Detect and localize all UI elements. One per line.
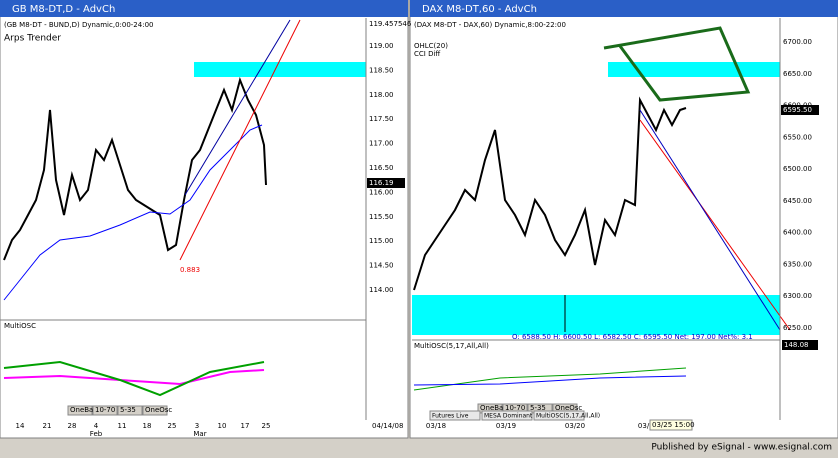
x-label: 3 bbox=[195, 422, 199, 430]
price-label: 119.00 bbox=[369, 42, 394, 50]
price-label: 6650.00 bbox=[783, 70, 812, 78]
trender bbox=[3, 124, 263, 301]
osc-line bbox=[3, 369, 265, 386]
x-label: 18 bbox=[143, 422, 152, 430]
window-title: GB M8-DT,D - AdvCh bbox=[12, 4, 115, 15]
x-label: 25 bbox=[262, 422, 271, 430]
channel bbox=[639, 119, 791, 331]
price-label: 116.00 bbox=[369, 188, 394, 196]
osc-button-label[interactable]: 10-70 bbox=[95, 406, 115, 414]
zone bbox=[412, 295, 780, 335]
price-label: 6250.00 bbox=[783, 324, 812, 332]
header: (GB M8-DT - BUND,D) Dynamic,0:00-24:00 bbox=[4, 21, 153, 29]
osc-label: MultiOSC bbox=[4, 322, 36, 330]
date-label: 04/14/08 bbox=[372, 422, 403, 430]
osc-button-label[interactable]: OneOsc bbox=[145, 406, 172, 414]
osc-button-label[interactable]: OneOsc bbox=[555, 404, 582, 412]
channel bbox=[184, 19, 291, 196]
current-price-box bbox=[367, 178, 405, 188]
channel bbox=[639, 109, 781, 331]
osc-button-label[interactable]: 10-70 bbox=[505, 404, 525, 412]
price-label: 6500.00 bbox=[783, 165, 812, 173]
study-label: CCI Diff bbox=[414, 50, 440, 58]
price-label: 6400.00 bbox=[783, 229, 812, 237]
osc-line bbox=[3, 360, 265, 397]
osc-button-label[interactable]: OneBand bbox=[70, 406, 102, 414]
header: (DAX M8-DT - DAX,60) Dynamic,8:00-22:00 bbox=[414, 21, 566, 29]
price-label: 117.00 bbox=[369, 140, 394, 148]
price-bars bbox=[413, 96, 687, 291]
price-label: 119.457546 bbox=[369, 20, 412, 28]
tab[interactable] bbox=[429, 410, 481, 421]
osc-button-label[interactable]: OneBand bbox=[480, 404, 512, 412]
price-label: 116.50 bbox=[369, 164, 394, 172]
month-label: Mar bbox=[193, 430, 206, 438]
cursor-time: 03/25 15:00 bbox=[652, 421, 695, 429]
osc-line bbox=[413, 375, 687, 386]
price-label: 6700.00 bbox=[783, 38, 812, 46]
drawing bbox=[603, 26, 751, 102]
osc-button-label[interactable]: 5-35 bbox=[530, 404, 546, 412]
osc-label: MultiOSC(5,17,All,All) bbox=[414, 342, 489, 350]
window-title: DAX M8-DT,60 - AdvCh bbox=[422, 4, 537, 15]
osc-button[interactable] bbox=[67, 405, 93, 416]
current-price: 6595.50 bbox=[783, 106, 812, 114]
price-label: 114.00 bbox=[369, 286, 394, 294]
ohlc-info: O: 6588.50 H: 6600.50 L: 6582.50 C: 6595… bbox=[512, 333, 753, 341]
osc-button[interactable] bbox=[117, 405, 143, 416]
price-label: 6300.00 bbox=[783, 292, 812, 300]
x-label: 10 bbox=[218, 422, 227, 430]
osc-button-label[interactable]: 5-35 bbox=[120, 406, 136, 414]
price-label: 118.50 bbox=[369, 66, 394, 74]
zone bbox=[194, 62, 366, 77]
channel bbox=[179, 19, 301, 261]
current-price-box bbox=[781, 105, 819, 115]
x-label: 11 bbox=[118, 422, 127, 430]
price-label: 6350.00 bbox=[783, 260, 812, 268]
tab[interactable] bbox=[481, 410, 533, 421]
month-label: Feb bbox=[90, 430, 103, 438]
title-bar bbox=[0, 0, 408, 17]
x-label: 14 bbox=[16, 422, 25, 430]
price-label: 114.50 bbox=[369, 262, 394, 270]
x-label: 03/19 bbox=[496, 422, 516, 430]
x-label: 4 bbox=[94, 422, 99, 430]
price-label: 6550.00 bbox=[783, 133, 812, 141]
x-label: 03/25 bbox=[638, 422, 658, 430]
price-label: 115.00 bbox=[369, 237, 394, 245]
study-label: Arps Trender bbox=[4, 34, 61, 44]
x-label: 03/20 bbox=[565, 422, 585, 430]
current-price: 116.19 bbox=[369, 179, 394, 187]
footer: Published by eSignal - www.esignal.com bbox=[651, 443, 832, 453]
osc-button[interactable] bbox=[142, 405, 168, 416]
x-label: 28 bbox=[68, 422, 77, 430]
tab-label[interactable]: MESA Dominant Cycle(E) bbox=[484, 413, 559, 420]
x-label: 25 bbox=[168, 422, 177, 430]
price-label: 115.50 bbox=[369, 213, 394, 221]
study-label: OHLC(20) bbox=[414, 42, 448, 50]
tab[interactable] bbox=[533, 410, 585, 421]
tab-label[interactable]: MultiOSC(5,17,All,All) bbox=[536, 413, 600, 420]
price-label: 118.00 bbox=[369, 91, 394, 99]
x-label: 21 bbox=[43, 422, 52, 430]
osc-value: 148.08 bbox=[784, 341, 809, 349]
tab-label[interactable]: Futures Live bbox=[432, 413, 469, 420]
x-label: 03/18 bbox=[426, 422, 446, 430]
x-label: 17 bbox=[241, 422, 250, 430]
price-bars bbox=[3, 76, 267, 261]
price-label: 6450.00 bbox=[783, 197, 812, 205]
annotation: 0.883 bbox=[180, 266, 200, 274]
title-bar bbox=[410, 0, 838, 17]
price-label: 117.50 bbox=[369, 115, 394, 123]
osc-button[interactable] bbox=[92, 405, 118, 416]
cursor-box bbox=[649, 419, 693, 431]
